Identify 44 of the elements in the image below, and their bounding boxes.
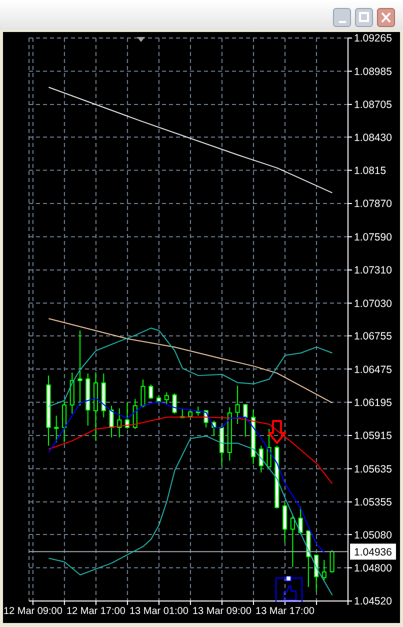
x-tick-label: 12 Mar 09:00: [3, 606, 63, 618]
y-tick-label: 1.05080: [354, 529, 392, 542]
x-tick-label: 13 Mar 01:00: [129, 606, 189, 618]
y-tick-label: 1.07870: [354, 198, 392, 210]
y-tick-label: 1.04520: [354, 596, 392, 608]
candlestick: [266, 428, 272, 468]
x-tick-label: 12 Mar 17:00: [66, 606, 126, 618]
candlestick: [109, 405, 114, 438]
y-tick-label: 1.06475: [354, 364, 392, 376]
candlestick: [330, 550, 334, 574]
y-tick-label: 1.08705: [354, 99, 392, 112]
candlestick: [164, 392, 169, 404]
y-tick-label: 1.05355: [354, 496, 392, 509]
y-tick-label: 1.07310: [354, 264, 392, 277]
candlestick: [314, 554, 319, 592]
y-tick-label: 1.05635: [354, 463, 392, 476]
y-tick-label: 1.06195: [354, 396, 392, 409]
candlestick: [298, 506, 303, 535]
candlestick: [140, 379, 146, 408]
x-tick-label: 13 Mar 09:00: [192, 606, 252, 618]
candlestick: [290, 515, 295, 568]
candlestick: [132, 398, 138, 430]
candlestick: [78, 330, 82, 406]
y-tick-label: 1.07030: [354, 298, 392, 310]
candlestick: [235, 385, 240, 424]
ref-line-label: 1.04936: [354, 546, 392, 559]
candlestick: [54, 415, 59, 443]
candlestick: [62, 400, 67, 443]
y-tick-label: 1.08430: [354, 132, 392, 144]
candlestick: [172, 392, 177, 414]
y-tick-label: 1.09265: [354, 32, 392, 45]
candlestick: [148, 384, 154, 400]
y-tick-label: 1.0815: [354, 165, 386, 178]
y-tick-label: 1.08985: [354, 66, 392, 78]
y-tick-label: 1.04800: [354, 562, 392, 575]
candlestick: [322, 559, 326, 581]
candlestick: [243, 403, 248, 438]
x-tick-label: 13 Mar 17:00: [256, 606, 315, 618]
y-tick-label: 1.07590: [354, 231, 392, 244]
candlestick: [124, 402, 130, 430]
candlestick: [282, 502, 288, 544]
candlestick: [117, 408, 122, 438]
y-tick-label: 1.05915: [354, 430, 392, 442]
y-tick-label: 1.06755: [354, 330, 392, 343]
